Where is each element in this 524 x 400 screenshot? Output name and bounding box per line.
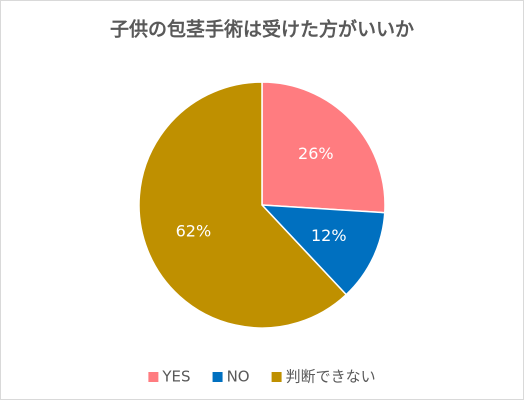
data-label: 62% — [176, 222, 212, 241]
pie-slice — [138, 81, 348, 329]
legend-label: 判断できない — [286, 368, 376, 386]
data-label: 26% — [298, 144, 334, 163]
pie-slice — [260, 204, 386, 296]
legend-swatch — [148, 372, 159, 382]
legend-swatch — [271, 372, 282, 382]
data-label: 12% — [311, 226, 347, 245]
legend: YES NO 判断できない — [148, 368, 376, 386]
legend-label: YES — [161, 368, 190, 386]
legend-label: NO — [227, 368, 250, 386]
pie-slice — [261, 81, 386, 214]
legend-swatch — [212, 372, 223, 382]
pie: 26% 12% 62% — [138, 81, 386, 329]
chart-title: 子供の包茎手術は受けた方がいいか — [110, 18, 414, 41]
